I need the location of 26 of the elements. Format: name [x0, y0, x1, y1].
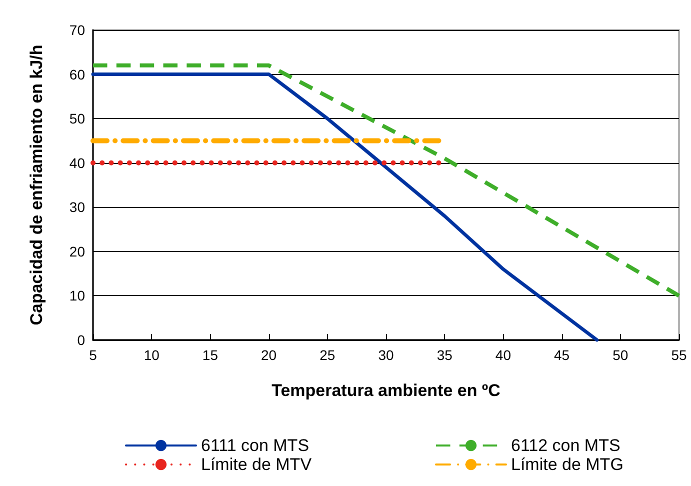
y-tick-label: 50	[69, 110, 86, 127]
x-tick-label: 5	[89, 347, 98, 363]
y-tick-label: 20	[69, 243, 86, 260]
legend-label: 6111 con MTS	[201, 436, 310, 455]
legend-label: Límite de MTV	[201, 455, 312, 474]
x-tick-label: 45	[554, 347, 570, 363]
x-tick-label: 55	[671, 347, 687, 363]
y-tick-label: 30	[69, 199, 86, 216]
y-tick-label: 40	[69, 154, 86, 171]
x-tick-label: 20	[261, 347, 277, 363]
x-axis-title: Temperatura ambiente en ºC	[272, 381, 500, 400]
x-tick-label: 50	[612, 347, 628, 363]
x-tick-label: 40	[495, 347, 512, 363]
x-tick-label: 25	[320, 347, 336, 363]
legend-label: 6112 con MTS	[511, 436, 620, 455]
x-tick-label: 30	[378, 347, 394, 363]
y-tick-label: 70	[69, 22, 86, 38]
x-tick-label: 35	[436, 347, 453, 363]
x-tick-label: 10	[144, 347, 160, 363]
y-axis-title: Capacidad de enfriamiento en kJ/h	[27, 44, 46, 326]
legend-label: Límite de MTG	[511, 455, 624, 474]
y-tick-label: 0	[77, 332, 86, 348]
y-tick-label: 60	[69, 66, 86, 82]
x-tick-label: 15	[202, 347, 218, 363]
line-series	[91, 72, 599, 342]
y-tick-label: 10	[69, 288, 86, 304]
